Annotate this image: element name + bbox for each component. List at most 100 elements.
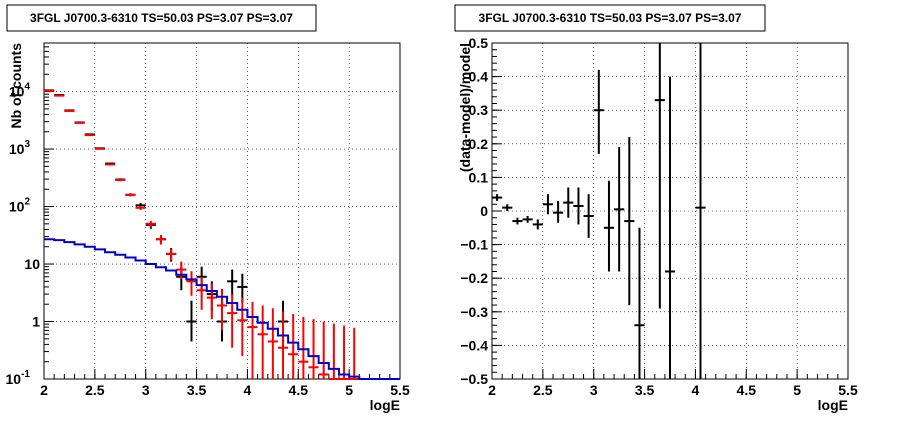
data-point <box>227 269 238 296</box>
data-point <box>492 194 503 201</box>
data-point <box>237 297 248 357</box>
data-point <box>84 134 95 137</box>
counts-plot-frame <box>43 42 401 380</box>
counts-title-box <box>6 4 317 32</box>
y-tick-label: 0 <box>480 203 488 219</box>
data-point <box>603 180 615 272</box>
data-point <box>54 94 65 97</box>
data-point <box>155 234 167 245</box>
data-point <box>64 109 75 112</box>
data-point <box>288 314 299 379</box>
data-point <box>553 200 564 223</box>
x-tick-label: 2 <box>488 382 496 398</box>
x-tick-label: 4 <box>692 382 700 398</box>
model-step-line <box>44 238 400 380</box>
data-point <box>186 300 197 342</box>
y-tick-label: 1 <box>32 314 40 330</box>
y-tick-label: 10 <box>24 256 40 272</box>
data-point <box>654 43 665 309</box>
data-point <box>502 204 513 211</box>
data-point <box>593 69 604 154</box>
data-point <box>145 221 156 228</box>
data-point <box>522 216 533 223</box>
counts-panel: 3FGL J0700.3-6310 TS=50.03 PS=3.07 PS=3.… <box>6 4 410 413</box>
y-tick-label: 0.1 <box>469 169 489 185</box>
x-tick-label: 5.5 <box>838 382 858 398</box>
residual-y-axis: −0.5 −0.4 −0.3 −0.2 −0.1 0 0.1 0.2 0.3 0.4 0.5 <box>460 35 502 387</box>
data-point <box>74 121 85 124</box>
counts-grid <box>44 43 400 379</box>
data-point <box>532 219 543 230</box>
y-tick-label: 0.2 <box>469 136 489 152</box>
data-point <box>115 178 126 182</box>
data-point <box>257 305 268 379</box>
y-tick-exponent: -1 <box>21 369 30 380</box>
x-tick-label: 3.5 <box>187 382 207 398</box>
data-point <box>247 301 258 379</box>
x-tick-label: 3 <box>142 382 150 398</box>
residual-series <box>492 43 706 379</box>
data-point <box>634 227 645 379</box>
x-tick-label: 3.5 <box>635 382 655 398</box>
y-tick-label: −0.3 <box>460 304 488 320</box>
residual-x-axis: 2 2.5 3 3.5 4 4.5 5 5.5 <box>488 369 858 398</box>
data-point <box>135 205 146 211</box>
data-point <box>277 311 289 379</box>
x-tick-label: 2 <box>40 382 48 398</box>
x-tick-label: 5 <box>793 382 801 398</box>
data-point <box>349 327 360 380</box>
x-tick-label: 3 <box>590 382 598 398</box>
y-tick-exponent: 4 <box>24 82 30 93</box>
y-tick-label: 0.4 <box>469 69 489 85</box>
y-tick-exponent: 2 <box>24 197 30 208</box>
data-point <box>573 187 584 225</box>
counts-x-axis-title: logE <box>370 397 400 413</box>
y-tick-label: −0.4 <box>460 337 488 353</box>
x-tick-label: 4 <box>244 382 252 398</box>
counts-y-axis-title: Nb of counts <box>8 43 24 129</box>
data-point <box>624 137 635 306</box>
x-tick-label: 4.5 <box>289 382 309 398</box>
counts-series <box>44 89 400 380</box>
data-point <box>664 76 676 379</box>
data-point <box>267 308 278 379</box>
x-tick-label: 5 <box>345 382 353 398</box>
data-point <box>695 43 706 379</box>
data-point <box>614 147 625 272</box>
data-point <box>125 193 136 197</box>
x-tick-label: 2.5 <box>85 382 105 398</box>
residual-y-axis-title: (data-model)/model <box>457 43 473 172</box>
x-tick-label: 5.5 <box>390 382 410 398</box>
data-point <box>318 321 329 379</box>
data-point <box>298 316 309 379</box>
data-point <box>308 319 319 379</box>
residual-title-box <box>454 4 766 32</box>
data-point <box>583 194 594 238</box>
data-point <box>196 276 207 310</box>
y-tick-label: 0.3 <box>469 102 489 118</box>
y-tick-label: 0.5 <box>469 35 489 51</box>
counts-title: 3FGL J0700.3-6310 TS=50.03 PS=3.07 PS=3.… <box>30 11 293 25</box>
x-tick-label: 2.5 <box>533 382 553 398</box>
y-tick-exponent: 3 <box>24 139 30 150</box>
data-point <box>206 283 217 320</box>
y-tick-label: −0.1 <box>460 237 488 253</box>
residual-x-axis-title: logE <box>818 397 848 413</box>
data-point <box>338 325 350 380</box>
data-point <box>512 217 523 225</box>
data-point <box>166 248 177 261</box>
y-tick-label: −0.5 <box>460 371 488 387</box>
residual-panel: 3FGL J0700.3-6310 TS=50.03 PS=3.07 PS=3.… <box>454 4 858 413</box>
data-point <box>186 271 197 296</box>
data-point <box>105 163 116 166</box>
data-point <box>94 147 106 150</box>
data-point <box>542 194 554 215</box>
residual-grid <box>492 43 848 379</box>
residual-title: 3FGL J0700.3-6310 TS=50.03 PS=3.07 PS=3.… <box>479 11 742 25</box>
y-tick-label: −0.2 <box>460 270 488 286</box>
x-tick-label: 4.5 <box>737 382 757 398</box>
data-point <box>176 261 187 279</box>
data-point <box>563 187 574 218</box>
